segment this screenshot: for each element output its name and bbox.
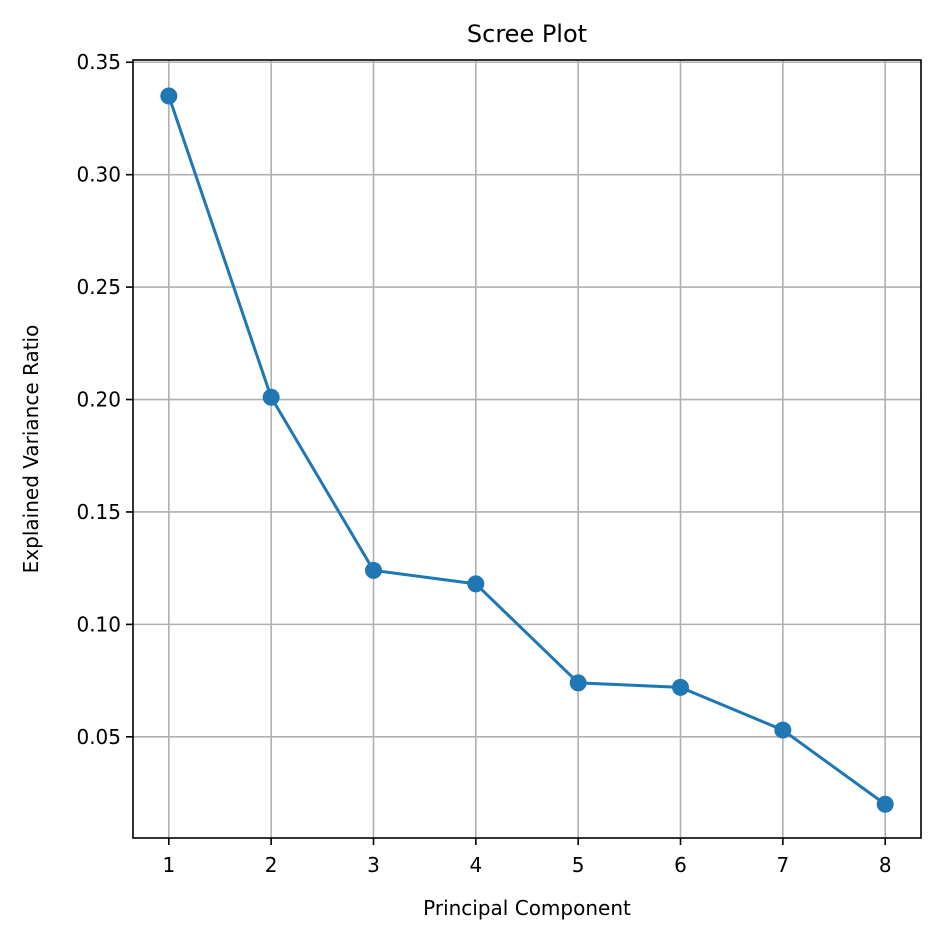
data-point-5 — [569, 674, 587, 692]
series-line-layer — [160, 87, 894, 813]
data-point-7 — [774, 721, 792, 739]
x-tick-label: 5 — [572, 853, 585, 877]
x-tick-label: 3 — [367, 853, 380, 877]
x-axis: 1 2 3 4 5 6 7 8 — [162, 838, 892, 877]
x-tick-label: 1 — [162, 853, 175, 877]
y-tick-label: 0.15 — [76, 500, 121, 524]
y-axis-title: Explained Variance Ratio — [19, 325, 43, 574]
x-axis-title: Principal Component — [423, 896, 631, 920]
x-tick-label: 8 — [879, 853, 892, 877]
data-point-8 — [876, 795, 894, 813]
y-tick-label: 0.05 — [76, 725, 121, 749]
x-tick-label: 6 — [674, 853, 687, 877]
data-point-6 — [672, 678, 690, 696]
y-tick-label: 0.35 — [76, 50, 121, 74]
x-tick-label: 4 — [469, 853, 482, 877]
y-tick-label: 0.30 — [76, 163, 121, 187]
data-point-1 — [160, 87, 178, 105]
series-line — [167, 95, 887, 806]
y-tick-label: 0.10 — [76, 612, 121, 636]
x-tick-label: 7 — [776, 853, 789, 877]
x-tick-label: 2 — [265, 853, 278, 877]
y-axis: 0.05 0.10 0.15 0.20 0.25 0.30 0.35 — [76, 50, 133, 749]
chart-title: Scree Plot — [467, 20, 587, 48]
y-tick-label: 0.20 — [76, 388, 121, 412]
data-point-2 — [262, 388, 280, 406]
data-point-4 — [467, 575, 485, 593]
y-tick-label: 0.25 — [76, 275, 121, 299]
data-point-3 — [364, 561, 382, 579]
grid-lines — [133, 60, 921, 838]
plot-area-frame — [132, 59, 922, 839]
